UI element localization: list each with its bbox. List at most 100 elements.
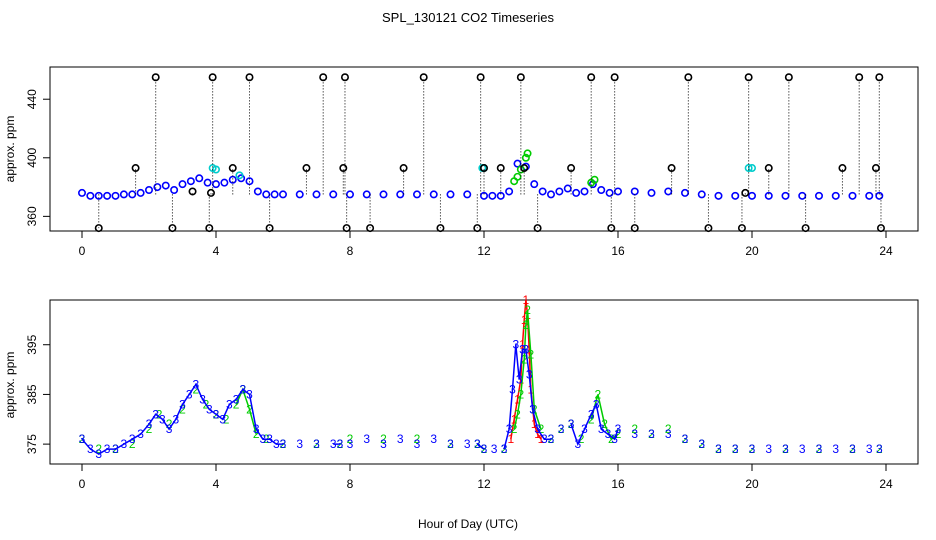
series-point-label: 3 [146,417,153,431]
data-point [546,190,555,199]
series-point-label: 1 [521,313,528,327]
data-point [473,224,482,233]
data-point [479,191,488,200]
series-point-label: 2 [313,437,320,451]
series-point-label: 2 [615,427,622,441]
series-point-label: 3 [79,432,86,446]
series-point-label: 2 [608,432,615,446]
series-point-label: 3 [526,368,533,382]
data-point [521,153,530,162]
series-point-label: 3 [347,437,354,451]
series-point-label: 2 [474,437,481,451]
series-point-label: 2 [280,437,287,451]
data-point [610,73,619,82]
data-point [838,164,847,173]
series-point-label: 2 [511,422,518,436]
series-point-label: 3 [206,402,213,416]
series-point-label: 3 [266,432,273,446]
series-point-label: 3 [519,343,526,357]
series-point-label: 1 [518,373,525,387]
series-point-label: 2 [253,427,260,441]
data-point [399,164,408,173]
series-point-label: 2 [715,442,722,456]
series-point-label: 2 [129,437,136,451]
data-point [741,188,750,197]
series-point-label: 3 [665,427,672,441]
series-point-label: 2 [548,432,555,446]
series-point-label: 2 [698,437,705,451]
x-tick-label: 4 [213,477,220,491]
data-point [781,191,790,200]
series-point-label: 3 [172,412,179,426]
series-point-label: 3 [104,442,111,456]
series-point-label: 3 [558,422,565,436]
data-point [876,224,885,233]
data-point [704,224,713,233]
series-point-label: 2 [501,442,508,456]
series-point-label: 2 [538,422,545,436]
series-point-label: 2 [521,353,528,367]
series-point-label: 2 [233,397,240,411]
data-point [798,191,807,200]
series-point-label: 3 [296,437,303,451]
data-point [667,164,676,173]
series-point-label: 3 [866,442,873,456]
series-point-label: 3 [397,432,404,446]
y-tick-label: 375 [25,434,39,454]
series-point-label: 3 [447,437,454,451]
series-point-label: 3 [137,427,144,441]
series-point-label: 3 [782,442,789,456]
series-point-label: 2 [337,437,344,451]
series-point-label: 3 [611,432,618,446]
data-point [295,190,304,199]
data-point [555,187,564,196]
series-point-label: 3 [330,437,337,451]
series-point-label: 3 [529,402,536,416]
data-point [513,172,522,181]
data-point [590,175,599,184]
data-point [262,190,271,199]
series-point-label: 3 [548,432,555,446]
series-point-label: 3 [593,397,600,411]
series-point-label: 3 [246,387,253,401]
series-point-label: 3 [166,422,173,436]
x-tick-label: 16 [611,477,625,491]
series-point-label: 2 [528,348,535,362]
series-point-label: 2 [156,407,163,421]
series-point-label: 3 [581,422,588,436]
series-point-label: 2 [595,387,602,401]
series-point-label: 2 [447,437,454,451]
data-point [339,164,348,173]
plot-frame [49,299,919,465]
data-point [94,224,103,233]
x-tick-label: 8 [347,244,354,258]
data-point [446,190,455,199]
data-point [111,191,120,200]
series-point-label: 1 [528,382,535,396]
series-point-label: 2 [380,432,387,446]
series-point-label: 3 [95,447,102,461]
x-tick-label: 16 [611,244,625,258]
series-point-label: 3 [186,387,193,401]
series-point-label: 1 [534,427,541,441]
series-point-label: 3 [749,442,756,456]
data-point [488,191,497,200]
series-point-label: 3 [698,437,705,451]
series-point-label: 2 [531,402,538,416]
data-point [396,190,405,199]
series-point-label: 3 [832,442,839,456]
data-point [419,73,428,82]
series-point-label: 3 [491,442,498,456]
series-point-label: 2 [518,387,525,401]
series-point-label: 2 [223,412,230,426]
data-point [875,191,884,200]
top-panel: approx. ppm 0 4 8 12 16 20 24 360 400 440 [3,66,919,258]
data-point [563,184,572,193]
data-point [607,224,616,233]
top-y-axis-label: approx. ppm [3,116,17,183]
series-point-label: 3 [193,377,200,391]
series-point-label: 2 [601,417,608,431]
data-point [630,187,639,196]
series-point-label: 3 [481,442,488,456]
data-point [714,191,723,200]
